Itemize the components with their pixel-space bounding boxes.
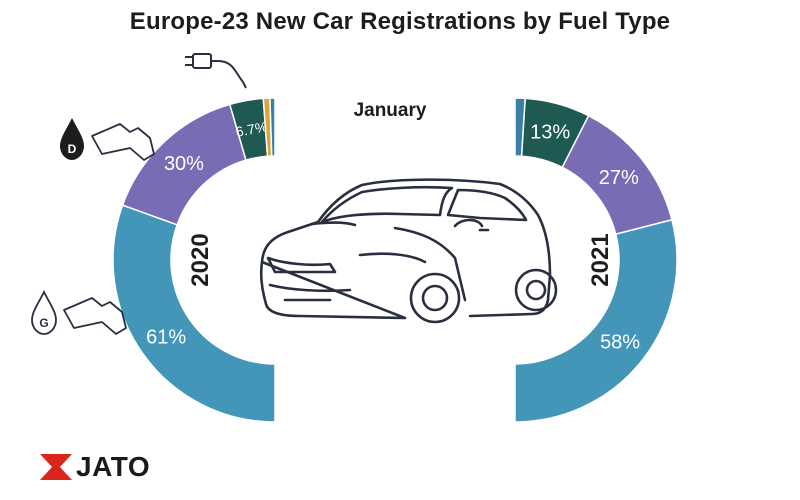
plug-icon (185, 53, 247, 89)
petrol-pump-icon: G (31, 289, 127, 335)
donut-group: 61% 30% 6.7% 2020 58% 27% 13% 2021 (112, 97, 678, 423)
donut-slice-2021-petrol (514, 218, 678, 423)
diesel-pump-icon: D (60, 118, 155, 161)
chart-title: Europe-23 New Car Registrations by Fuel … (129, 8, 671, 35)
jato-logo: JATO (40, 452, 150, 482)
chart-subtitle: January (353, 100, 427, 121)
slice-label-2020-petrol: 61% (146, 326, 186, 348)
car-outline-icon (259, 178, 558, 324)
donut-slice-2021-other (514, 97, 526, 158)
year-label-2020: 2020 (187, 233, 214, 286)
slice-label-2020-diesel: 30% (164, 153, 204, 175)
donut-slice-2020-petrol (112, 204, 276, 423)
slice-label-2021-electric: 13% (530, 122, 570, 144)
jato-logo-mark (40, 454, 72, 480)
slice-label-2021-diesel: 27% (599, 167, 639, 189)
jato-logo-text: JATO (76, 451, 151, 482)
svg-text:D: D (68, 142, 77, 156)
year-label-2021: 2021 (587, 233, 614, 286)
svg-text:G: G (39, 316, 48, 330)
donut-slice-2020-other (269, 97, 276, 157)
slice-label-2020-electric: 6.7% (234, 118, 268, 139)
slice-label-2021-petrol: 58% (600, 332, 640, 354)
